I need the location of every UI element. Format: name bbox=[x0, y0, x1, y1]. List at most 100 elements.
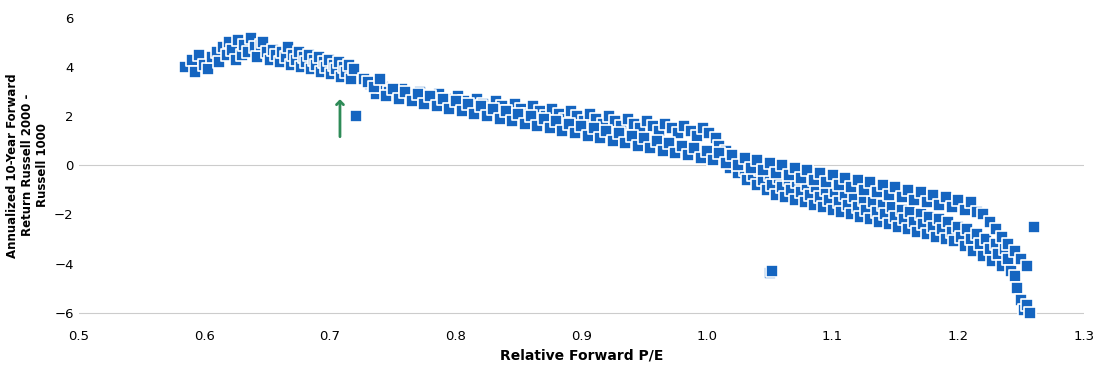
Point bbox=[918, 199, 936, 205]
Point bbox=[342, 76, 360, 82]
Point bbox=[727, 160, 745, 166]
Point bbox=[895, 216, 913, 222]
Point bbox=[893, 194, 911, 200]
Point bbox=[208, 49, 226, 55]
Point bbox=[830, 182, 848, 188]
Point bbox=[504, 118, 521, 124]
Point bbox=[799, 167, 816, 173]
Point bbox=[1012, 256, 1030, 262]
Point bbox=[711, 143, 728, 149]
Point bbox=[937, 236, 955, 242]
Point bbox=[968, 209, 986, 215]
Point bbox=[190, 52, 208, 58]
Point bbox=[297, 59, 315, 65]
Point bbox=[811, 170, 828, 176]
Point bbox=[421, 93, 439, 99]
Point bbox=[613, 123, 630, 129]
Point bbox=[1019, 302, 1036, 308]
Point bbox=[1019, 263, 1036, 269]
Point bbox=[688, 133, 705, 139]
Point bbox=[535, 116, 552, 121]
Point bbox=[377, 93, 395, 99]
Point bbox=[732, 158, 749, 163]
Point bbox=[210, 59, 228, 65]
Point bbox=[780, 177, 798, 183]
Point bbox=[799, 182, 816, 188]
Point bbox=[675, 123, 693, 129]
Point bbox=[933, 226, 950, 232]
Point bbox=[548, 118, 565, 124]
Point bbox=[187, 69, 205, 75]
Point bbox=[711, 150, 728, 156]
Point bbox=[663, 125, 681, 131]
Point bbox=[493, 103, 510, 109]
Point bbox=[447, 99, 464, 105]
Point bbox=[455, 99, 473, 105]
Point bbox=[283, 61, 300, 67]
Point bbox=[943, 204, 960, 210]
Point bbox=[560, 121, 578, 127]
Point bbox=[324, 61, 342, 67]
Point bbox=[610, 130, 628, 136]
Point bbox=[977, 236, 994, 242]
Point bbox=[585, 125, 603, 131]
Point bbox=[824, 206, 842, 212]
Point bbox=[851, 214, 869, 220]
Point bbox=[704, 158, 722, 163]
Point bbox=[469, 96, 486, 102]
Point bbox=[990, 251, 1008, 257]
Point bbox=[770, 175, 788, 181]
Point bbox=[411, 89, 429, 95]
Point bbox=[462, 103, 480, 109]
Point bbox=[931, 216, 948, 222]
Point bbox=[864, 199, 881, 205]
Point bbox=[506, 101, 524, 107]
Point bbox=[481, 106, 498, 112]
Point bbox=[277, 54, 295, 60]
Point bbox=[861, 180, 879, 185]
Point bbox=[359, 79, 376, 85]
Point bbox=[543, 106, 561, 112]
Point bbox=[328, 67, 345, 72]
Point bbox=[227, 57, 244, 63]
Point bbox=[310, 54, 328, 60]
Point bbox=[870, 219, 888, 225]
Point bbox=[763, 268, 781, 274]
Point bbox=[348, 113, 365, 119]
Point bbox=[430, 91, 448, 97]
Point bbox=[245, 45, 263, 50]
Point bbox=[912, 190, 930, 195]
Point bbox=[742, 165, 760, 171]
Point bbox=[367, 91, 385, 97]
Point bbox=[817, 180, 835, 185]
Point bbox=[817, 187, 835, 193]
Point bbox=[242, 35, 260, 40]
Point bbox=[729, 170, 747, 176]
Point bbox=[601, 113, 618, 119]
Point bbox=[905, 197, 923, 203]
Point bbox=[849, 204, 867, 210]
Point bbox=[416, 101, 433, 107]
Point bbox=[214, 45, 232, 50]
Point bbox=[528, 123, 546, 129]
Point bbox=[763, 182, 781, 188]
Point bbox=[946, 238, 964, 244]
Point bbox=[899, 226, 916, 232]
Point bbox=[761, 172, 779, 178]
Point bbox=[657, 121, 674, 127]
Point bbox=[939, 219, 957, 225]
Point bbox=[748, 158, 766, 163]
Point bbox=[509, 111, 527, 117]
Point bbox=[887, 184, 904, 190]
Point bbox=[478, 113, 496, 119]
Point bbox=[987, 226, 1004, 232]
Point bbox=[449, 93, 466, 99]
Point bbox=[604, 138, 622, 144]
Point bbox=[981, 246, 999, 252]
Point bbox=[223, 47, 241, 53]
Point bbox=[965, 248, 982, 254]
Point bbox=[792, 190, 810, 195]
Point bbox=[1025, 224, 1043, 230]
Point bbox=[773, 184, 791, 190]
Point bbox=[645, 123, 662, 129]
